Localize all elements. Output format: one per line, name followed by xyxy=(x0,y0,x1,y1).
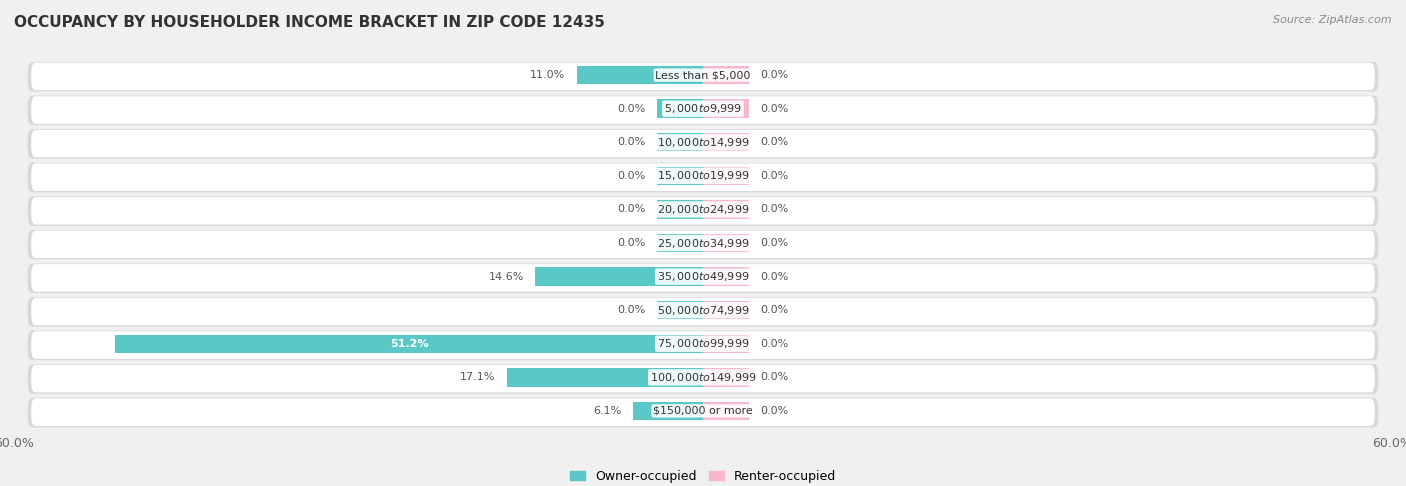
Bar xyxy=(657,167,703,185)
FancyBboxPatch shape xyxy=(31,298,1375,325)
Bar xyxy=(115,334,703,353)
Text: $10,000 to $14,999: $10,000 to $14,999 xyxy=(657,136,749,149)
Bar xyxy=(633,401,703,420)
Bar xyxy=(703,167,749,185)
Text: 11.0%: 11.0% xyxy=(530,70,565,80)
FancyBboxPatch shape xyxy=(28,96,1378,125)
Text: $20,000 to $24,999: $20,000 to $24,999 xyxy=(657,203,749,216)
Bar xyxy=(657,301,703,319)
FancyBboxPatch shape xyxy=(28,330,1378,360)
FancyBboxPatch shape xyxy=(31,163,1375,191)
Text: $100,000 to $149,999: $100,000 to $149,999 xyxy=(650,371,756,384)
Bar xyxy=(703,267,749,286)
Bar xyxy=(576,66,703,85)
FancyBboxPatch shape xyxy=(28,297,1378,327)
FancyBboxPatch shape xyxy=(28,230,1378,260)
Text: 51.2%: 51.2% xyxy=(389,339,429,349)
Bar xyxy=(703,368,749,386)
Text: 0.0%: 0.0% xyxy=(761,205,789,214)
FancyBboxPatch shape xyxy=(28,163,1378,192)
Bar xyxy=(657,133,703,152)
Text: 0.0%: 0.0% xyxy=(617,238,645,248)
Text: 6.1%: 6.1% xyxy=(593,406,621,416)
Text: $15,000 to $19,999: $15,000 to $19,999 xyxy=(657,169,749,182)
Text: 0.0%: 0.0% xyxy=(617,171,645,181)
Text: $35,000 to $49,999: $35,000 to $49,999 xyxy=(657,270,749,283)
FancyBboxPatch shape xyxy=(31,230,1375,258)
FancyBboxPatch shape xyxy=(31,63,1375,90)
Bar xyxy=(703,401,749,420)
Bar xyxy=(703,100,749,118)
Text: 0.0%: 0.0% xyxy=(617,137,645,147)
FancyBboxPatch shape xyxy=(31,365,1375,392)
Bar xyxy=(703,66,749,85)
FancyBboxPatch shape xyxy=(31,96,1375,124)
Text: 0.0%: 0.0% xyxy=(761,272,789,281)
Text: $150,000 or more: $150,000 or more xyxy=(654,406,752,416)
Bar xyxy=(506,368,703,386)
Text: 0.0%: 0.0% xyxy=(761,372,789,382)
Text: OCCUPANCY BY HOUSEHOLDER INCOME BRACKET IN ZIP CODE 12435: OCCUPANCY BY HOUSEHOLDER INCOME BRACKET … xyxy=(14,15,605,30)
Text: 17.1%: 17.1% xyxy=(460,372,495,382)
FancyBboxPatch shape xyxy=(28,263,1378,293)
FancyBboxPatch shape xyxy=(31,331,1375,359)
Text: 0.0%: 0.0% xyxy=(617,104,645,114)
Bar xyxy=(657,100,703,118)
FancyBboxPatch shape xyxy=(28,129,1378,159)
Text: 0.0%: 0.0% xyxy=(761,171,789,181)
FancyBboxPatch shape xyxy=(31,130,1375,157)
Text: 0.0%: 0.0% xyxy=(617,205,645,214)
Bar xyxy=(703,301,749,319)
Text: $50,000 to $74,999: $50,000 to $74,999 xyxy=(657,304,749,317)
Bar xyxy=(703,133,749,152)
Bar xyxy=(657,200,703,219)
FancyBboxPatch shape xyxy=(28,364,1378,394)
Bar xyxy=(657,234,703,252)
Legend: Owner-occupied, Renter-occupied: Owner-occupied, Renter-occupied xyxy=(565,465,841,486)
Bar xyxy=(703,234,749,252)
FancyBboxPatch shape xyxy=(28,398,1378,427)
Text: 0.0%: 0.0% xyxy=(761,305,789,315)
FancyBboxPatch shape xyxy=(31,197,1375,225)
Text: 0.0%: 0.0% xyxy=(761,339,789,349)
Text: 14.6%: 14.6% xyxy=(488,272,524,281)
Text: $5,000 to $9,999: $5,000 to $9,999 xyxy=(664,102,742,115)
Bar xyxy=(536,267,703,286)
FancyBboxPatch shape xyxy=(31,399,1375,426)
FancyBboxPatch shape xyxy=(28,196,1378,226)
FancyBboxPatch shape xyxy=(28,62,1378,91)
Text: 0.0%: 0.0% xyxy=(617,305,645,315)
Text: 0.0%: 0.0% xyxy=(761,238,789,248)
Bar xyxy=(703,200,749,219)
Text: 0.0%: 0.0% xyxy=(761,70,789,80)
Text: $25,000 to $34,999: $25,000 to $34,999 xyxy=(657,237,749,249)
FancyBboxPatch shape xyxy=(31,264,1375,292)
Text: Source: ZipAtlas.com: Source: ZipAtlas.com xyxy=(1274,15,1392,25)
Text: 0.0%: 0.0% xyxy=(761,104,789,114)
Text: 0.0%: 0.0% xyxy=(761,406,789,416)
Text: $75,000 to $99,999: $75,000 to $99,999 xyxy=(657,337,749,350)
Text: Less than $5,000: Less than $5,000 xyxy=(655,70,751,80)
Text: 0.0%: 0.0% xyxy=(761,137,789,147)
Bar xyxy=(703,334,749,353)
